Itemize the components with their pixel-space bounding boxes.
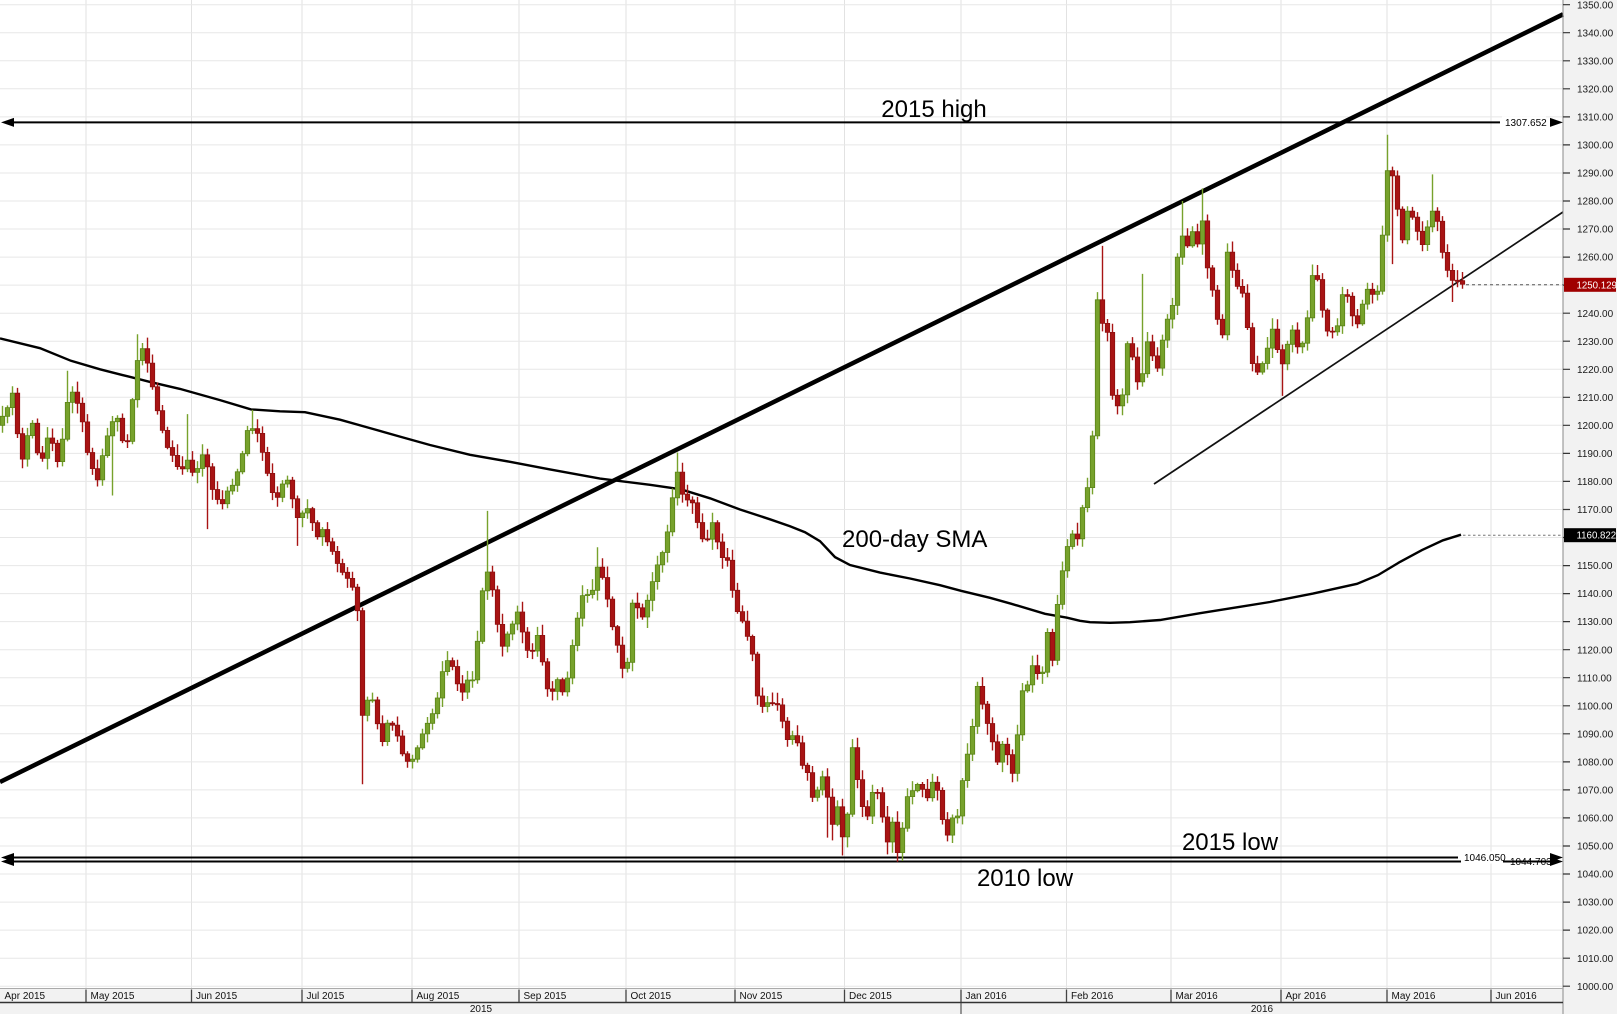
svg-text:2015 low: 2015 low — [1182, 829, 1279, 856]
svg-text:1350.00: 1350.00 — [1577, 0, 1614, 11]
svg-text:1290.00: 1290.00 — [1577, 169, 1614, 180]
svg-text:1330.00: 1330.00 — [1577, 56, 1614, 67]
svg-text:1080.00: 1080.00 — [1577, 758, 1614, 769]
svg-text:1190.00: 1190.00 — [1577, 449, 1613, 460]
svg-text:Apr 2015: Apr 2015 — [5, 991, 46, 1002]
svg-text:Apr 2016: Apr 2016 — [1286, 991, 1327, 1002]
svg-text:1160.822: 1160.822 — [1577, 531, 1617, 542]
svg-text:1280.00: 1280.00 — [1577, 197, 1614, 208]
svg-text:2016: 2016 — [1251, 1004, 1274, 1014]
svg-text:1340.00: 1340.00 — [1577, 28, 1614, 39]
svg-text:1300.00: 1300.00 — [1577, 141, 1614, 152]
svg-text:1220.00: 1220.00 — [1577, 365, 1614, 376]
svg-text:1020.00: 1020.00 — [1577, 926, 1614, 937]
svg-text:200-day SMA: 200-day SMA — [842, 526, 987, 553]
svg-text:Jul 2015: Jul 2015 — [307, 991, 345, 1002]
svg-text:1150.00: 1150.00 — [1577, 561, 1613, 572]
svg-text:2010 low: 2010 low — [977, 865, 1074, 892]
svg-text:1310.00: 1310.00 — [1577, 113, 1614, 124]
svg-text:Dec 2015: Dec 2015 — [849, 991, 892, 1002]
svg-text:Jan 2016: Jan 2016 — [966, 991, 1008, 1002]
svg-text:1070.00: 1070.00 — [1577, 786, 1614, 797]
svg-text:1050.00: 1050.00 — [1577, 842, 1614, 853]
svg-text:Jun 2016: Jun 2016 — [1496, 991, 1538, 1002]
svg-text:Nov 2015: Nov 2015 — [740, 991, 783, 1002]
svg-text:1180.00: 1180.00 — [1577, 477, 1613, 488]
svg-text:2015: 2015 — [470, 1004, 493, 1014]
svg-text:1230.00: 1230.00 — [1577, 337, 1614, 348]
svg-text:Jun 2015: Jun 2015 — [196, 991, 238, 1002]
svg-text:1040.00: 1040.00 — [1577, 870, 1614, 881]
svg-text:1110.00: 1110.00 — [1577, 673, 1612, 684]
svg-text:1320.00: 1320.00 — [1577, 84, 1614, 95]
svg-text:1270.00: 1270.00 — [1577, 225, 1614, 236]
svg-text:May 2015: May 2015 — [91, 991, 135, 1002]
svg-text:1170.00: 1170.00 — [1577, 505, 1613, 516]
svg-text:1210.00: 1210.00 — [1577, 393, 1614, 404]
svg-text:1240.00: 1240.00 — [1577, 309, 1614, 320]
svg-text:1307.652: 1307.652 — [1505, 118, 1547, 129]
svg-text:1046.050: 1046.050 — [1464, 853, 1506, 864]
svg-text:1100.00: 1100.00 — [1577, 701, 1613, 712]
svg-text:1090.00: 1090.00 — [1577, 729, 1614, 740]
svg-text:Oct 2015: Oct 2015 — [631, 991, 672, 1002]
svg-text:1200.00: 1200.00 — [1577, 421, 1614, 432]
svg-text:1060.00: 1060.00 — [1577, 814, 1614, 825]
svg-text:May 2016: May 2016 — [1392, 991, 1436, 1002]
svg-text:Mar 2016: Mar 2016 — [1176, 991, 1219, 1002]
svg-text:1010.00: 1010.00 — [1577, 954, 1614, 965]
svg-text:Aug 2015: Aug 2015 — [417, 991, 460, 1002]
svg-text:Feb 2016: Feb 2016 — [1071, 991, 1114, 1002]
svg-text:1030.00: 1030.00 — [1577, 898, 1614, 909]
svg-text:1250.129: 1250.129 — [1577, 280, 1617, 291]
svg-text:Sep 2015: Sep 2015 — [524, 991, 567, 1002]
svg-text:1140.00: 1140.00 — [1577, 589, 1613, 600]
svg-text:1000.00: 1000.00 — [1577, 982, 1614, 993]
svg-text:2015 high: 2015 high — [881, 96, 986, 123]
svg-text:1130.00: 1130.00 — [1577, 617, 1613, 628]
svg-text:1260.00: 1260.00 — [1577, 253, 1614, 264]
svg-text:1120.00: 1120.00 — [1577, 645, 1613, 656]
svg-text:1044.703: 1044.703 — [1510, 857, 1552, 868]
